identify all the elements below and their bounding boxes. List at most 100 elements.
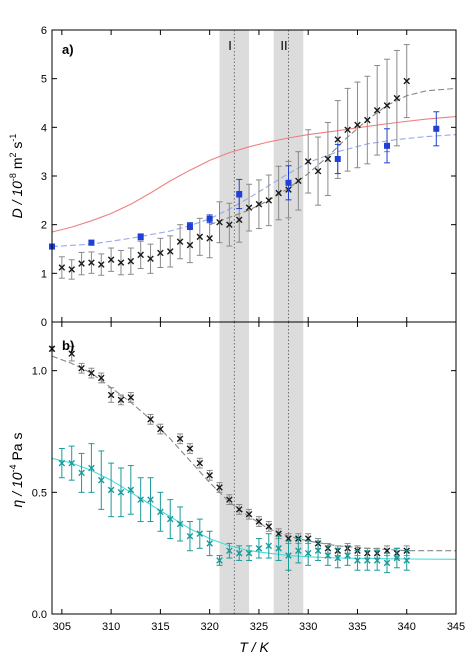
data-point-a-0-8 (137, 251, 144, 259)
y-axis-label-a: D / 10-8 m2 s-1 (8, 134, 25, 219)
fit-curve-a-0 (51, 116, 457, 233)
panel-b: 0.0 0.5 1.0 305 310 315 320 325 330 335 340 345 (32, 321, 465, 633)
data-point-a-0-5 (107, 256, 115, 264)
data-point-b-0-21 (285, 535, 292, 542)
region-band-a-0 (219, 30, 250, 322)
region-i-label: I (228, 38, 232, 53)
data-point-a-1-1 (88, 239, 95, 246)
y-tick-label-b-0: 0.0 (32, 609, 47, 621)
data-point-a-0-27 (324, 155, 332, 163)
data-point-a-0-16 (216, 218, 223, 226)
y-axis-label-a-main: D / 10 (9, 181, 25, 219)
data-point-b-0-11 (186, 445, 194, 452)
data-point-b-0-6 (117, 396, 125, 404)
data-point-b-1-11 (166, 515, 174, 523)
y-axis-label-b-main: η / 10 (9, 472, 25, 507)
y-axis-label-a-exp3: -1 (8, 134, 18, 142)
x-tick-label-4: 325 (250, 621, 268, 633)
data-point-b-0-7 (127, 394, 135, 401)
x-tick-label-3: 320 (200, 621, 218, 633)
panel-a-label: a) (62, 42, 74, 57)
y-axis-label-a-unit: m (9, 157, 25, 173)
data-point-a-1-4 (206, 215, 213, 222)
data-point-a-0-34 (393, 94, 401, 102)
data-point-b-0-15 (226, 496, 233, 503)
y-axis-label-a-exp2: 2 (8, 152, 18, 157)
data-point-b-0-1 (68, 350, 76, 357)
y-axis-label-a-exp: -8 (8, 173, 18, 181)
x-tick-label-8: 345 (447, 621, 465, 633)
x-tick-label-6: 335 (348, 621, 366, 633)
fit-curve-b-1 (51, 457, 457, 560)
data-point-b-0-16 (235, 506, 243, 513)
data-point-a-0-22 (275, 189, 282, 197)
data-point-b-0-5 (107, 391, 115, 399)
data-point-b-1-32 (373, 557, 381, 564)
data-point-b-1-0 (58, 459, 66, 467)
x-axis-label: T / K (239, 639, 269, 655)
data-point-a-0-11 (166, 248, 174, 255)
data-point-b-1-19 (245, 549, 253, 557)
data-point-b-1-4 (97, 476, 105, 484)
data-point-b-1-6 (117, 489, 125, 496)
data-point-b-1-30 (354, 557, 361, 564)
data-point-a-0-7 (127, 257, 135, 265)
data-point-b-0-13 (206, 472, 213, 479)
data-point-b-1-35 (403, 557, 411, 564)
y-tick-label-a-0: 0 (41, 317, 47, 329)
data-point-a-0-35 (403, 77, 411, 85)
data-point-a-0-21 (265, 197, 273, 204)
data-point-a-1-6 (285, 179, 292, 186)
data-point-a-0-20 (255, 200, 263, 208)
data-point-a-0-10 (157, 249, 164, 257)
data-point-a-0-33 (383, 102, 391, 109)
x-tick-label-0: 305 (53, 621, 71, 633)
data-point-a-0-29 (344, 126, 351, 134)
data-point-b-1-7 (127, 486, 135, 494)
data-point-a-0-4 (97, 261, 105, 268)
data-point-b-0-8 (147, 416, 154, 423)
y-axis-label-b: η / 10-4 Pa s (8, 433, 25, 508)
data-point-a-0-25 (304, 158, 312, 165)
data-point-a-0-26 (314, 167, 322, 175)
data-point-b-1-10 (157, 508, 164, 516)
data-point-b-1-26 (314, 547, 322, 555)
data-point-b-0-2 (78, 364, 85, 372)
data-point-a-1-7 (334, 155, 341, 162)
data-point-a-0-18 (235, 216, 243, 224)
plot-frame-b (51, 321, 457, 615)
x-tick-label-5: 330 (299, 621, 317, 633)
y-tick-label-a-4: 4 (41, 122, 47, 134)
y-axis-label-a-unit2: s (9, 142, 25, 153)
region-band-b-0 (219, 322, 250, 614)
data-point-b-1-22 (275, 545, 282, 552)
data-point-a-1-2 (137, 233, 144, 240)
data-point-b-0-14 (216, 484, 223, 491)
data-point-a-0-3 (88, 259, 95, 266)
data-point-b-1-18 (235, 549, 243, 557)
data-point-b-1-21 (265, 542, 273, 550)
data-point-a-0-17 (226, 221, 233, 228)
panel-b-label: b) (62, 338, 74, 353)
data-point-b-1-23 (285, 552, 292, 559)
data-point-b-1-17 (226, 547, 233, 555)
data-point-b-1-33 (383, 559, 391, 567)
y-tick-label-a-6: 6 (41, 25, 47, 37)
y-tick-label-b-2: 1.0 (32, 366, 47, 378)
y-tick-label-b-1: 0.5 (32, 487, 47, 499)
y-axis-label-b-exp: -4 (8, 464, 18, 472)
data-point-b-1-3 (88, 464, 95, 472)
data-point-a-0-0 (58, 264, 66, 271)
data-point-a-0-31 (364, 116, 371, 124)
y-tick-label-a-5: 5 (41, 74, 47, 86)
data-point-b-1-13 (186, 532, 194, 540)
fit-curve-a-1 (51, 134, 457, 248)
data-point-a-0-30 (354, 121, 361, 129)
y-tick-label-a-2: 2 (41, 220, 47, 232)
data-point-b-1-31 (364, 557, 371, 564)
data-point-b-0-17 (245, 510, 253, 518)
data-point-b-0-23 (304, 535, 312, 542)
data-point-b-0-10 (176, 435, 184, 443)
data-point-a-0-19 (245, 204, 253, 211)
